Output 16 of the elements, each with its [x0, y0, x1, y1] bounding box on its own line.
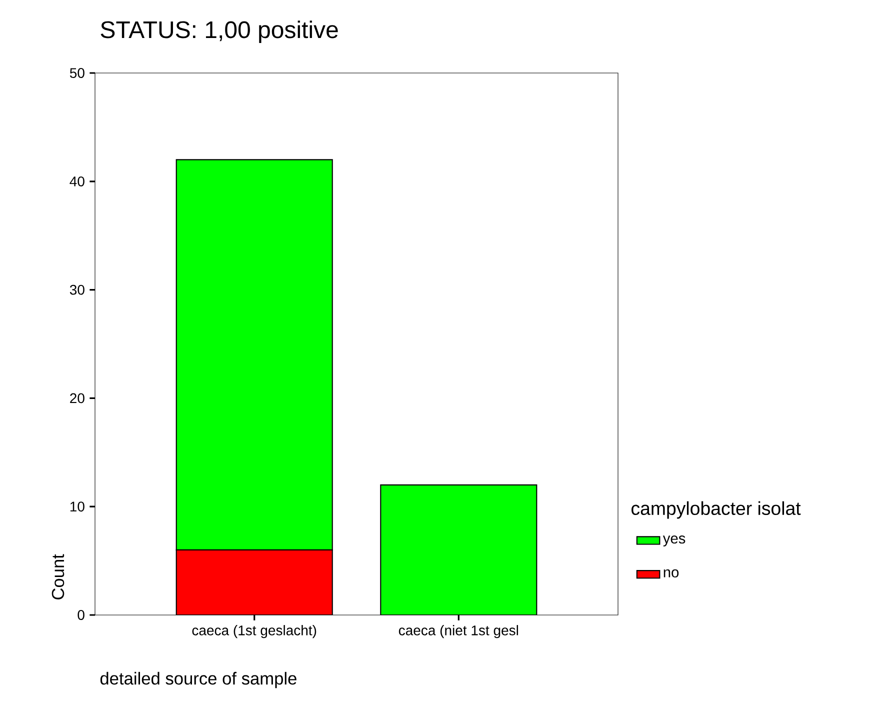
- bar: [176, 159, 333, 550]
- y-tick-label: 40: [70, 176, 84, 186]
- legend-label: yes: [662, 536, 686, 546]
- y-tick-label: 0: [78, 610, 84, 620]
- x-tick-label: caeca (niet 1st gesl: [398, 625, 518, 638]
- y-tick-label: 20: [70, 393, 84, 404]
- legend-title: campylobacter isolat: [632, 501, 801, 519]
- bar: [380, 484, 538, 615]
- y-tick-label: 50: [70, 68, 84, 78]
- y-tick-label: 10: [70, 502, 84, 512]
- y-axis-title: Count: [52, 554, 64, 600]
- x-tick-label: caeca (1st geslacht): [192, 625, 316, 638]
- x-axis-title: detailed source of sample: [100, 672, 296, 688]
- legend-label: no: [664, 569, 679, 578]
- y-tick-label: 30: [70, 284, 84, 295]
- chart-title: STATUS: 1,00 positive: [100, 20, 338, 43]
